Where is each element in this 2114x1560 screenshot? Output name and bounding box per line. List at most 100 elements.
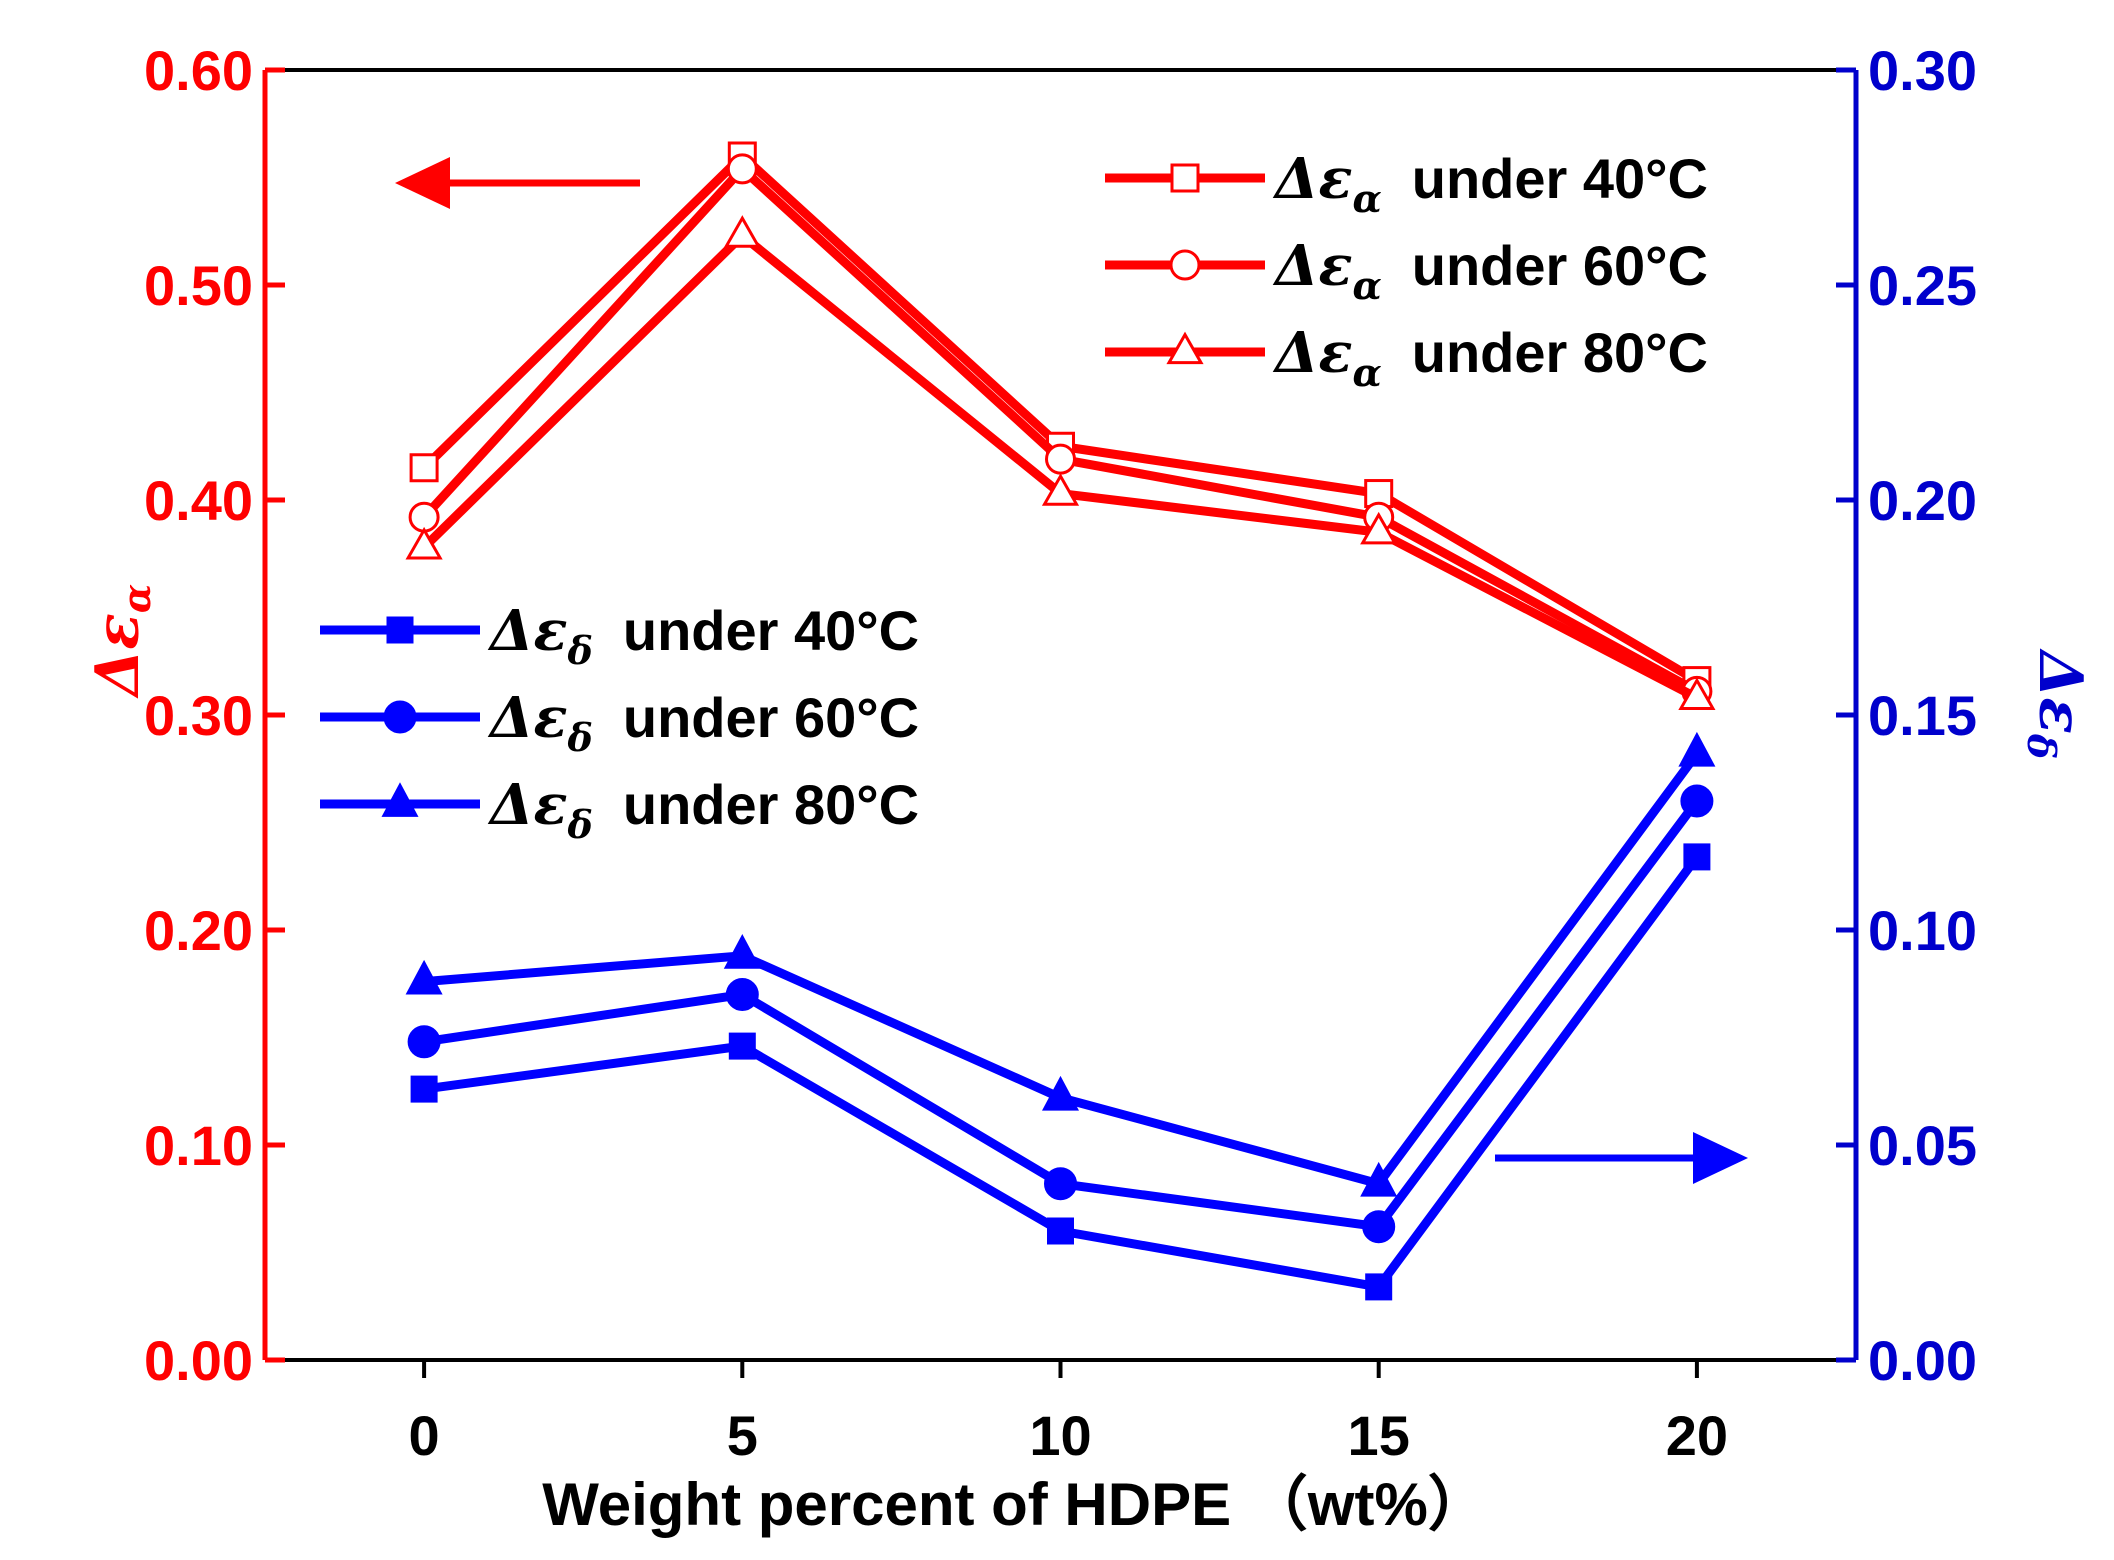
- x-tick-label: 0: [409, 1404, 440, 1467]
- data-point: [723, 934, 761, 969]
- left-axis-title: Δεα: [83, 584, 159, 699]
- left-tick-label: 0.00: [144, 1329, 253, 1392]
- legend-subscript: α: [1353, 350, 1382, 395]
- series-4: [407, 784, 1714, 1244]
- x-tick-label: 5: [727, 1404, 758, 1467]
- x-tick-label: 20: [1666, 1404, 1728, 1467]
- right-tick-label: 0.15: [1868, 684, 1977, 747]
- legend-label: Δεα under 40°C: [1272, 146, 1708, 221]
- legend-symbol: Δε: [487, 598, 568, 664]
- data-point: [409, 453, 439, 483]
- legend-item: Δεα under 60°C: [1105, 233, 1708, 308]
- legend-marker: [383, 700, 417, 734]
- legend-marker: [1170, 163, 1200, 193]
- data-point: [1360, 1161, 1398, 1197]
- right-axis-title-symbol: Δε: [2025, 648, 2095, 734]
- data-point: [1678, 731, 1716, 767]
- left-axis-ticks: 0.00 0.10 0.20 0.30 0.40 0.50 0.60: [144, 39, 285, 1392]
- x-tick-label: 15: [1348, 1404, 1410, 1467]
- legend-subscript: δ: [567, 628, 593, 673]
- legend-marker: [381, 782, 419, 817]
- series-0: [409, 141, 1712, 696]
- series-2: [405, 215, 1716, 710]
- left-axis-title-subscript: α: [114, 584, 159, 613]
- legend-symbol: Δε: [1272, 233, 1353, 299]
- data-point: [1047, 1217, 1074, 1245]
- legend-subscript: δ: [567, 715, 593, 760]
- left-tick-label: 0.40: [144, 469, 253, 532]
- data-point: [1045, 443, 1076, 475]
- data-point: [1365, 1273, 1393, 1301]
- series-5: [405, 731, 1716, 1197]
- right-axis-title: Δεδ: [2019, 648, 2095, 759]
- legend-symbol: Δε: [1272, 320, 1353, 386]
- legend-label: Δεα under 60°C: [1272, 233, 1708, 308]
- legend-item: Δεα under 80°C: [1105, 320, 1708, 395]
- legend-item: Δεα under 40°C: [1105, 146, 1708, 221]
- data-point: [410, 1075, 438, 1103]
- legend-symbol: Δε: [487, 772, 568, 838]
- legend-marker: [1166, 331, 1204, 365]
- right-tick-label: 0.10: [1868, 899, 1977, 962]
- data-point: [1044, 1167, 1077, 1201]
- data-point: [1360, 511, 1398, 545]
- data-point: [405, 526, 443, 560]
- legend-marker: [386, 616, 414, 644]
- legend-marker: [1169, 249, 1201, 281]
- legend-label: Δεδ under 40°C: [487, 598, 919, 673]
- legend-rest: under 60°C: [623, 686, 919, 749]
- series-3: [410, 843, 1711, 1301]
- legend-symbol: Δε: [487, 685, 568, 751]
- legend-rest: under 80°C: [1412, 321, 1708, 384]
- data-point: [1680, 784, 1714, 818]
- right-tick-label: 0.25: [1868, 254, 1977, 317]
- legend-item: Δεδ under 60°C: [320, 685, 919, 760]
- data-point: [728, 1032, 756, 1060]
- data-point: [725, 978, 759, 1011]
- legend-label: Δεδ under 80°C: [487, 772, 919, 847]
- legend-label: Δεα under 80°C: [1272, 320, 1708, 395]
- right-axis-ticks: 0.00 0.05 0.10 0.15 0.20 0.25 0.30: [1836, 39, 1977, 1392]
- legend-rest: under 60°C: [1412, 234, 1708, 297]
- data-point: [405, 959, 443, 995]
- x-axis-ticks: 0 5 10 15 20: [409, 1360, 1728, 1467]
- right-tick-label: 0.00: [1868, 1329, 1977, 1392]
- right-axis-title-subscript: δ: [2019, 733, 2064, 759]
- right-axis-arrow: [1495, 1132, 1748, 1184]
- data-point: [723, 215, 761, 248]
- legend-rest: under 80°C: [623, 773, 919, 836]
- legend-label: Δεδ under 60°C: [487, 685, 919, 760]
- legend-item: Δεδ under 40°C: [320, 598, 919, 673]
- data-point: [1041, 473, 1080, 506]
- legend-item: Δεδ under 80°C: [320, 772, 919, 847]
- right-tick-label: 0.20: [1868, 469, 1977, 532]
- left-axis-arrow: [395, 157, 640, 209]
- right-tick-label: 0.30: [1868, 39, 1977, 102]
- left-tick-label: 0.30: [144, 684, 253, 747]
- series-layer: [405, 141, 1716, 1301]
- data-point: [726, 153, 758, 185]
- legend-subscript: α: [1353, 263, 1382, 308]
- data-point: [407, 1025, 441, 1059]
- x-tick-label: 10: [1029, 1404, 1091, 1467]
- right-tick-label: 0.05: [1868, 1114, 1977, 1177]
- svg-text:Δεδ: Δεδ: [2019, 648, 2095, 759]
- left-tick-label: 0.50: [144, 254, 253, 317]
- left-tick-label: 0.60: [144, 39, 253, 102]
- legend-symbol: Δε: [1272, 146, 1353, 212]
- left-tick-label: 0.20: [144, 899, 253, 962]
- data-point: [1683, 843, 1711, 871]
- legend-rest: under 40°C: [1412, 147, 1708, 210]
- legend-subscript: δ: [567, 802, 593, 847]
- left-axis-title-symbol: Δε: [83, 613, 153, 699]
- x-axis-title: Weight percent of HDPE （wt%）: [542, 1471, 1488, 1538]
- data-point: [1678, 677, 1716, 710]
- data-point: [1362, 1210, 1396, 1244]
- svg-text:Δεα: Δεα: [83, 584, 159, 699]
- left-tick-label: 0.10: [144, 1114, 253, 1177]
- legend-rest: under 40°C: [623, 599, 919, 662]
- data-point: [1042, 1075, 1079, 1111]
